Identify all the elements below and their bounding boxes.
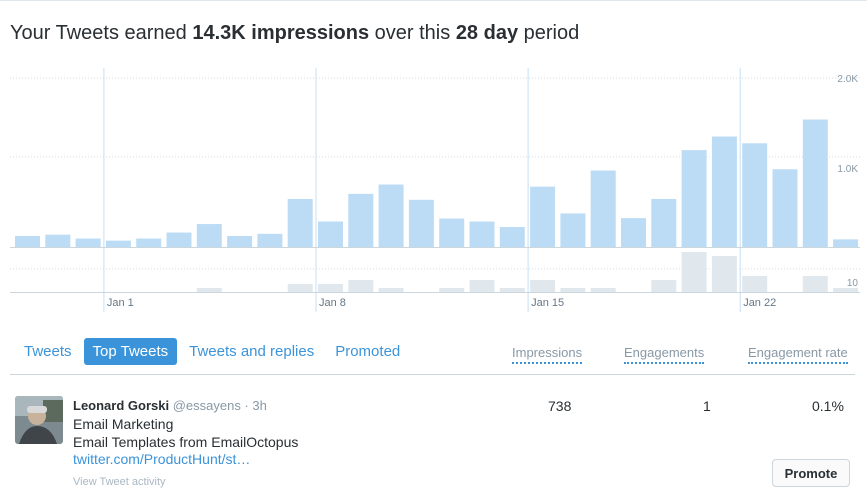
tweet-engagement-rate-value: 0.1% — [812, 398, 844, 414]
tweet-engagements-value: 1 — [703, 398, 711, 414]
promote-button[interactable]: Promote — [772, 459, 850, 487]
impression-bar[interactable] — [681, 150, 707, 247]
impression-bar[interactable] — [75, 238, 101, 248]
impression-bar[interactable] — [408, 199, 434, 247]
engagement-bar[interactable] — [590, 288, 616, 292]
impression-bar[interactable] — [105, 240, 131, 247]
engagement-bar[interactable] — [287, 284, 313, 292]
impression-bar[interactable] — [257, 233, 283, 247]
separator-dot: · — [244, 398, 249, 413]
tab-tweets[interactable]: Tweets — [24, 342, 72, 360]
x-tick-label: Jan 8 — [319, 297, 346, 309]
impression-bar[interactable] — [530, 186, 556, 247]
engagement-bar[interactable] — [833, 288, 859, 292]
avatar[interactable] — [15, 396, 63, 444]
engagement-bar[interactable] — [711, 256, 737, 292]
engagement-bar[interactable] — [651, 280, 677, 292]
engagement-bar[interactable] — [196, 288, 222, 292]
impression-bar[interactable] — [287, 198, 313, 247]
impression-bar[interactable] — [136, 238, 162, 248]
impression-bar[interactable] — [469, 221, 495, 248]
tweet-time[interactable]: 3h — [252, 398, 267, 413]
impression-bar[interactable] — [439, 218, 465, 247]
impression-bar[interactable] — [742, 143, 768, 247]
engagement-bar[interactable] — [681, 252, 707, 292]
view-tweet-activity-link[interactable]: View Tweet activity — [73, 476, 166, 488]
impression-bar[interactable] — [348, 193, 374, 247]
engagement-bar[interactable] — [530, 280, 556, 292]
impression-bar[interactable] — [318, 221, 343, 248]
tab-top-tweets[interactable]: Top Tweets — [83, 337, 178, 365]
impressions-headline: Your Tweets earned 14.3K impressions ove… — [10, 22, 580, 44]
impression-bar[interactable] — [651, 198, 677, 247]
impression-bar[interactable] — [45, 234, 71, 247]
tweet-link[interactable]: twitter.com/ProductHunt/st… — [73, 451, 251, 467]
engagement-bar[interactable] — [802, 276, 828, 292]
impression-bar[interactable] — [833, 239, 859, 247]
impression-bar[interactable] — [772, 169, 798, 247]
impression-bar[interactable] — [378, 184, 404, 247]
impression-bar[interactable] — [590, 170, 616, 248]
engagement-bar[interactable] — [348, 280, 374, 292]
tab-promoted[interactable]: Promoted — [335, 342, 401, 360]
impression-bar[interactable] — [499, 227, 525, 247]
impressions-column-header[interactable]: Impressions — [512, 345, 583, 364]
engagement-bar[interactable] — [469, 280, 495, 292]
tab-tweets-and-replies[interactable]: Tweets and replies — [189, 342, 315, 360]
impressions-total: 14.3K impressions — [192, 22, 370, 44]
tweet-author: Leonard Gorski @essayens · 3h — [73, 398, 267, 413]
x-tick-label: Jan 22 — [743, 297, 776, 309]
y-tick-label: 2.0K — [837, 74, 858, 85]
tweet-text-line-1: Email Marketing — [73, 416, 174, 432]
engagement-bar[interactable] — [439, 288, 465, 292]
engagement-rate-column-header[interactable]: Engagement rate — [748, 345, 848, 364]
impression-bar[interactable] — [227, 235, 253, 247]
impression-bar[interactable] — [166, 232, 192, 247]
x-tick-label: Jan 15 — [531, 297, 564, 309]
impression-bar[interactable] — [196, 224, 222, 247]
top-border — [0, 0, 867, 1]
engagement-bar[interactable] — [742, 276, 768, 292]
tweet-impressions-value: 738 — [548, 398, 572, 414]
tweet-text-line-2: Email Templates from EmailOctopus — [73, 434, 299, 450]
impression-bar[interactable] — [711, 136, 737, 248]
impression-bar[interactable] — [621, 218, 646, 247]
period-length: 28 day — [455, 22, 519, 44]
impression-bar[interactable] — [802, 119, 828, 248]
impressions-chart: Jan 1 Jan 8 Jan 15 Jan 22 2.0K 1.0K 10 — [10, 68, 860, 312]
engagement-bar[interactable] — [318, 284, 343, 292]
author-name[interactable]: Leonard Gorski — [73, 398, 170, 413]
y-tick-label: 1.0K — [837, 164, 858, 175]
engagement-bar[interactable] — [560, 288, 586, 292]
engagements-column-header[interactable]: Engagements — [624, 345, 705, 364]
impression-bar[interactable] — [15, 235, 40, 247]
header-divider — [10, 374, 855, 375]
engagement-y-tick-label: 10 — [847, 278, 859, 289]
engagement-bar[interactable] — [378, 288, 404, 292]
x-tick-label: Jan 1 — [107, 297, 134, 309]
impression-bar[interactable] — [560, 213, 586, 247]
author-handle[interactable]: @essayens — [172, 398, 241, 413]
engagement-bar[interactable] — [499, 288, 525, 292]
tweet-tabs: Tweets Top Tweets Tweets and replies Pro… — [15, 337, 412, 365]
